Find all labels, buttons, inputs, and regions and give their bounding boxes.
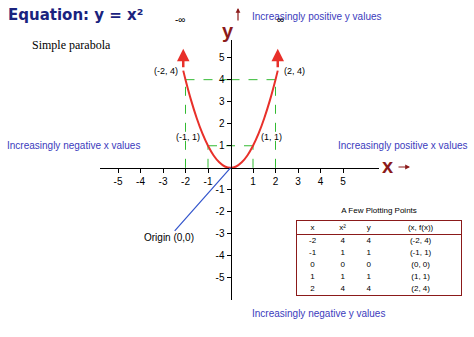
html-text:(2, 4): (2, 4) — [411, 284, 430, 293]
svg-text:-3: -3 — [216, 228, 225, 239]
html-text:(0, 0): (0, 0) — [411, 260, 430, 269]
html-text:1: 1 — [366, 248, 371, 257]
svg-text:Increasingly negative x values: Increasingly negative x values — [7, 140, 140, 151]
svg-text:(-1, 1): (-1, 1) — [176, 132, 200, 142]
svg-text:-4: -4 — [216, 250, 225, 261]
svg-text:2: 2 — [273, 176, 279, 187]
html-text:2: 2 — [310, 284, 315, 293]
svg-text:Increasingly positive y values: Increasingly positive y values — [252, 11, 382, 22]
svg-text:Origin (0,0): Origin (0,0) — [144, 232, 194, 243]
svg-text:-2: -2 — [181, 176, 190, 187]
html-text:0: 0 — [366, 260, 371, 269]
svg-text:Increasingly positive x values: Increasingly positive x values — [338, 140, 468, 151]
svg-text:x: x — [382, 155, 393, 177]
html-text:1: 1 — [340, 272, 345, 281]
svg-text:(1, 1): (1, 1) — [261, 132, 282, 142]
html-text:4: 4 — [366, 284, 371, 293]
svg-text:-2: -2 — [216, 206, 225, 217]
svg-text:-3: -3 — [159, 176, 168, 187]
svg-text:Equation: y = x²: Equation: y = x² — [8, 6, 143, 24]
svg-text:5: 5 — [340, 176, 346, 187]
svg-text:-∞: -∞ — [175, 14, 185, 25]
svg-text:3: 3 — [295, 176, 301, 187]
html-text:4: 4 — [366, 236, 371, 245]
html-text:x²: x² — [339, 223, 346, 232]
html-text:-2: -2 — [309, 236, 317, 245]
html-text:y: y — [366, 223, 371, 232]
svg-text:4: 4 — [318, 176, 324, 187]
svg-text:Increasingly negative y values: Increasingly negative y values — [252, 308, 385, 319]
svg-text:y: y — [222, 20, 234, 42]
svg-text:1: 1 — [250, 176, 256, 187]
svg-text:2: 2 — [219, 118, 225, 129]
html-text:(-2, 4): (-2, 4) — [409, 236, 432, 245]
html-text:4: 4 — [340, 284, 345, 293]
html-text:1: 1 — [366, 272, 371, 281]
svg-text:(2, 4): (2, 4) — [284, 66, 305, 76]
svg-text:(-2, 4): (-2, 4) — [154, 66, 178, 76]
svg-text:5: 5 — [219, 52, 225, 63]
html-text:(x, f(x)): (x, f(x)) — [408, 223, 434, 232]
html-text:0: 0 — [340, 260, 345, 269]
svg-text:-1: -1 — [204, 176, 213, 187]
html-text:x: x — [310, 223, 315, 232]
html-text:0: 0 — [310, 260, 315, 269]
svg-text:∞: ∞ — [277, 14, 284, 25]
svg-text:-1: -1 — [216, 184, 225, 195]
svg-text:-4: -4 — [136, 176, 145, 187]
html-text:(-1, 1): (-1, 1) — [409, 248, 432, 257]
svg-text:3: 3 — [219, 96, 225, 107]
html-text:4: 4 — [340, 236, 345, 245]
html-text:A Few Plotting Points: A Few Plotting Points — [341, 206, 417, 215]
svg-text:1: 1 — [219, 140, 225, 151]
svg-text:-5: -5 — [216, 272, 225, 283]
html-text:-1: -1 — [309, 248, 317, 257]
html-text:1: 1 — [340, 248, 345, 257]
svg-text:4: 4 — [219, 74, 225, 85]
html-text:1: 1 — [310, 272, 315, 281]
html-text:(1, 1): (1, 1) — [411, 272, 430, 281]
svg-text:Simple parabola: Simple parabola — [32, 38, 111, 52]
svg-text:-5: -5 — [114, 176, 123, 187]
